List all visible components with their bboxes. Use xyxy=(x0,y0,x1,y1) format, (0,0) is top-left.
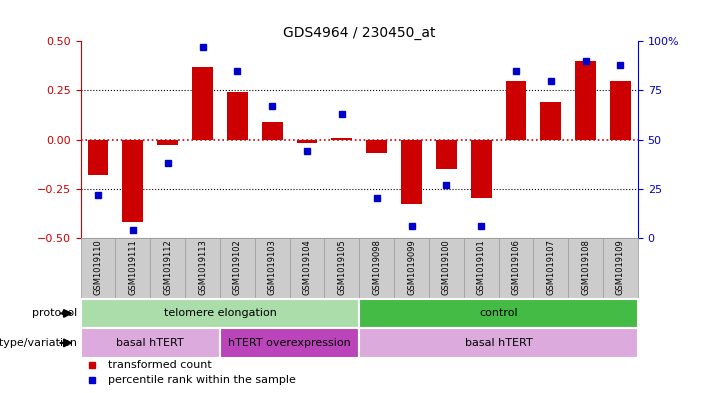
Text: GSM1019105: GSM1019105 xyxy=(337,240,346,296)
Text: GSM1019111: GSM1019111 xyxy=(128,240,137,296)
Text: GSM1019098: GSM1019098 xyxy=(372,240,381,296)
Bar xyxy=(88,140,109,175)
Bar xyxy=(401,140,422,204)
Bar xyxy=(290,238,325,299)
Text: percentile rank within the sample: percentile rank within the sample xyxy=(109,375,297,385)
Text: GSM1019104: GSM1019104 xyxy=(303,240,311,296)
Text: GSM1019108: GSM1019108 xyxy=(581,240,590,296)
Text: genotype/variation: genotype/variation xyxy=(0,338,77,348)
Bar xyxy=(157,140,178,145)
Bar xyxy=(394,238,429,299)
Text: hTERT overexpression: hTERT overexpression xyxy=(229,338,351,348)
Bar xyxy=(464,238,498,299)
Bar xyxy=(359,299,638,328)
Text: protocol: protocol xyxy=(32,309,77,318)
Text: GSM1019102: GSM1019102 xyxy=(233,240,242,296)
Text: GSM1019110: GSM1019110 xyxy=(93,240,102,296)
Bar xyxy=(366,140,387,153)
Bar xyxy=(123,140,143,222)
Bar xyxy=(359,238,394,299)
Text: GSM1019099: GSM1019099 xyxy=(407,240,416,296)
Bar xyxy=(498,238,533,299)
Text: GSM1019109: GSM1019109 xyxy=(616,240,625,296)
Text: basal hTERT: basal hTERT xyxy=(116,338,184,348)
Bar xyxy=(569,238,603,299)
Text: GSM1019107: GSM1019107 xyxy=(546,240,555,296)
Text: control: control xyxy=(479,309,518,318)
Text: GSM1019100: GSM1019100 xyxy=(442,240,451,296)
Bar xyxy=(429,238,464,299)
Bar xyxy=(254,238,290,299)
Bar xyxy=(325,238,359,299)
Text: GSM1019113: GSM1019113 xyxy=(198,240,207,296)
Bar xyxy=(220,238,254,299)
Title: GDS4964 / 230450_at: GDS4964 / 230450_at xyxy=(283,26,435,40)
Bar xyxy=(533,238,569,299)
Bar xyxy=(192,67,213,140)
Bar xyxy=(261,122,283,140)
Bar xyxy=(81,238,116,299)
Text: GSM1019112: GSM1019112 xyxy=(163,240,172,296)
Bar xyxy=(81,328,220,358)
Text: GSM1019106: GSM1019106 xyxy=(512,240,521,296)
Bar xyxy=(540,102,562,140)
Text: GSM1019101: GSM1019101 xyxy=(477,240,486,296)
Bar xyxy=(297,140,318,143)
Bar xyxy=(81,299,359,328)
Bar xyxy=(603,238,638,299)
Bar xyxy=(185,238,220,299)
Bar xyxy=(576,61,596,140)
Bar xyxy=(220,328,359,358)
Text: transformed count: transformed count xyxy=(109,360,212,371)
Bar xyxy=(227,92,248,140)
Bar xyxy=(505,81,526,140)
Bar xyxy=(436,140,457,169)
Text: GSM1019103: GSM1019103 xyxy=(268,240,277,296)
Text: basal hTERT: basal hTERT xyxy=(465,338,533,348)
Text: telomere elongation: telomere elongation xyxy=(163,309,276,318)
Bar xyxy=(359,328,638,358)
Bar xyxy=(610,81,631,140)
Bar xyxy=(150,238,185,299)
Bar xyxy=(116,238,150,299)
Bar xyxy=(332,138,353,140)
Bar xyxy=(470,140,491,198)
